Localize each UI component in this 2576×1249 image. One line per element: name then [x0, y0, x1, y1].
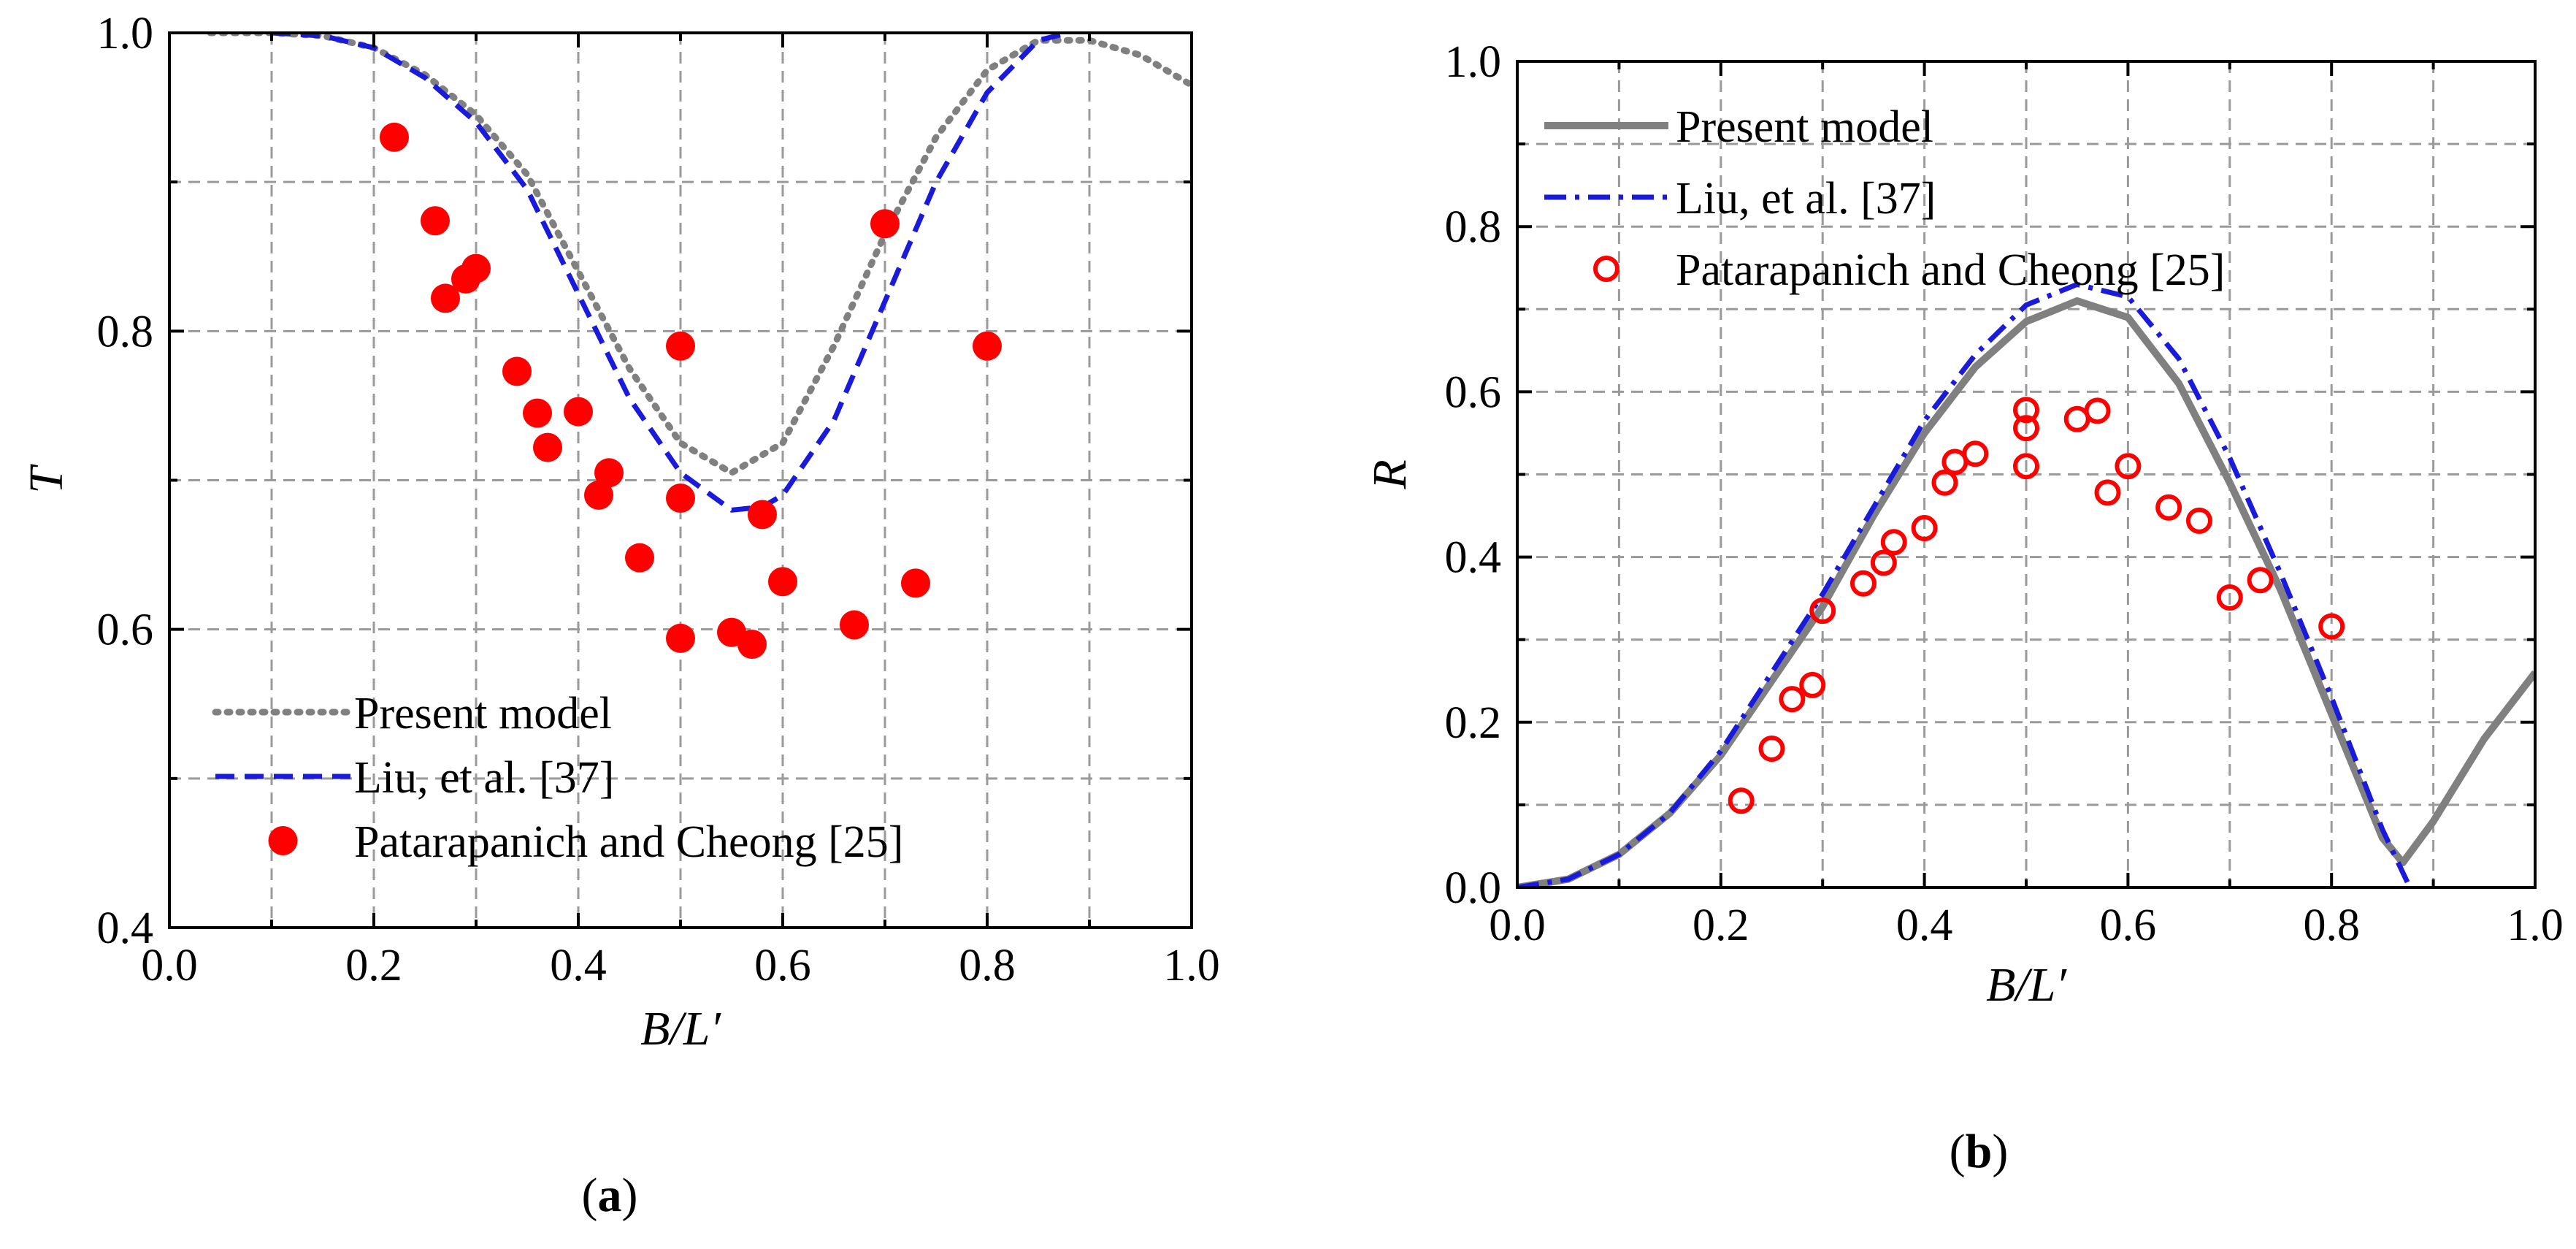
data-point — [748, 500, 777, 530]
panel-label-a: (a) — [582, 1169, 638, 1222]
grid-lines — [169, 33, 1192, 928]
x-tick-label: 1.0 — [1163, 941, 1220, 990]
x-tick-label: 1.0 — [2507, 901, 2564, 950]
data-point — [2084, 397, 2111, 424]
data-point — [2013, 415, 2039, 442]
series-line-dash-dot — [1517, 281, 2410, 887]
series-line-dashed — [271, 33, 1070, 513]
y-axis-label: R — [1363, 459, 1417, 489]
legend-label: Patarapanich and Cheong [25] — [1676, 245, 2225, 295]
data-point — [901, 568, 930, 598]
data-point — [666, 484, 695, 513]
y-tick-label: 0.4 — [97, 904, 154, 953]
data-point — [2155, 494, 2182, 521]
data-point — [1849, 570, 1877, 597]
data-point — [523, 398, 552, 428]
x-tick-label: 0.0 — [1489, 901, 1546, 950]
y-tick-label: 0.4 — [1445, 533, 1502, 583]
legend-swatch-marker — [268, 826, 298, 855]
x-tick-label: 0.2 — [345, 941, 402, 990]
data-point — [1809, 597, 1836, 624]
legend-label: Liu, et al. [37] — [354, 753, 614, 803]
y-axis-label: T — [20, 464, 73, 494]
series-line-solid — [1517, 297, 2535, 887]
data-point — [2247, 567, 2274, 594]
x-tick-label: 0.4 — [1896, 901, 1953, 950]
x-tick-label: 0.6 — [754, 941, 811, 990]
x-axis-label: B/L′ — [1986, 958, 2067, 1012]
data-point — [431, 283, 460, 313]
data-point — [594, 458, 624, 488]
data-point — [2094, 479, 2121, 506]
series-layer — [1517, 281, 2535, 887]
data-point — [1779, 686, 1806, 713]
data-point — [625, 543, 654, 573]
data-point — [1931, 469, 1958, 496]
data-point — [1870, 549, 1897, 576]
legend: Present model Liu, et al. [37] Patarapanic… — [212, 689, 903, 867]
data-point — [1728, 787, 1755, 814]
data-point — [502, 356, 532, 386]
data-point — [737, 630, 767, 660]
axis-ticks: 0.0 0.2 0.4 0.6 0.8 1.0 0.4 0.6 0.8 1.0 — [97, 9, 1220, 990]
data-point — [533, 432, 562, 462]
data-point — [2318, 613, 2345, 640]
data-point — [584, 480, 613, 510]
legend-label: Present model — [1676, 102, 1933, 152]
data-point — [2115, 453, 2142, 480]
data-point — [380, 122, 409, 152]
chart-panel-b: 0.0 0.2 0.4 0.6 0.8 1.0 0.0 0.2 0.4 0.6 0.8 1.0 B/L′… — [1363, 37, 2564, 1012]
y-tick-label: 0.6 — [97, 606, 154, 655]
y-tick-label: 1.0 — [97, 9, 154, 58]
legend-label: Patarapanich and Cheong [25] — [354, 817, 903, 867]
panel-label-b: (b) — [1950, 1125, 2009, 1178]
chart-panel-a: 0.0 0.2 0.4 0.6 0.8 1.0 0.4 0.6 0.8 1.0 B/L′ T Prese… — [20, 9, 1220, 1055]
legend: Present model Liu, et al. [37] Patarapanic… — [1544, 102, 2225, 295]
y-tick-label: 0.8 — [1445, 202, 1502, 252]
data-point — [1911, 515, 1938, 542]
data-point — [973, 331, 1002, 361]
x-tick-label: 0.8 — [2303, 901, 2360, 950]
data-point — [461, 253, 491, 283]
data-point — [421, 206, 450, 236]
y-tick-label: 0.2 — [1445, 698, 1502, 748]
data-point — [768, 567, 797, 597]
series-layer — [207, 33, 1192, 660]
y-tick-label: 0.0 — [1445, 863, 1502, 913]
data-point — [1962, 440, 1989, 467]
x-tick-label: 0.6 — [2100, 901, 2157, 950]
x-tick-label: 0.4 — [550, 941, 607, 990]
legend-swatch-marker — [1593, 256, 1619, 282]
data-point — [870, 209, 900, 239]
data-point — [2013, 453, 2039, 480]
legend-label: Liu, et al. [37] — [1676, 174, 1936, 224]
series-line-dotted — [207, 33, 1192, 476]
data-point — [666, 623, 695, 653]
x-tick-label: 0.0 — [141, 941, 198, 990]
x-tick-label: 0.8 — [959, 941, 1016, 990]
axis-ticks: 0.0 0.2 0.4 0.6 0.8 1.0 0.0 0.2 0.4 0.6 0.8 1.0 — [1445, 37, 2564, 950]
data-point — [2185, 507, 2212, 534]
data-point — [1758, 735, 1785, 762]
x-tick-label: 0.2 — [1693, 901, 1749, 950]
y-tick-label: 1.0 — [1445, 37, 1502, 87]
legend-label: Present model — [354, 689, 612, 738]
data-point — [564, 397, 593, 427]
y-tick-label: 0.8 — [97, 307, 154, 356]
x-axis-label: B/L′ — [640, 1002, 721, 1055]
y-tick-label: 0.6 — [1445, 367, 1502, 417]
data-point — [2013, 397, 2039, 424]
data-point — [840, 610, 869, 640]
data-point — [2216, 584, 2243, 611]
data-point — [1799, 671, 1826, 698]
data-point — [1880, 529, 1907, 556]
grid-lines — [1517, 61, 2535, 887]
data-point — [666, 331, 695, 361]
